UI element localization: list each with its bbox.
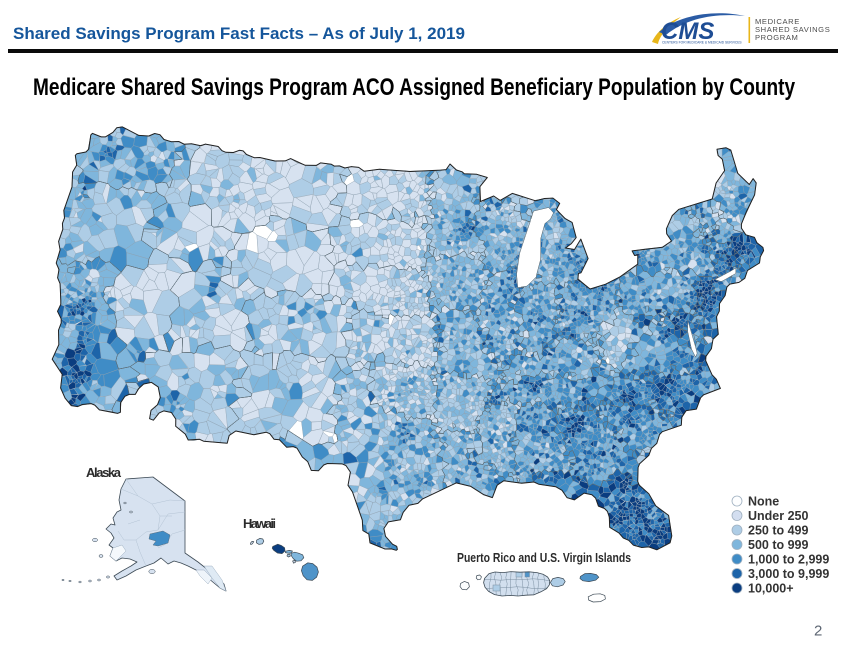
svg-text:3,000 to 9,999: 3,000 to 9,999: [748, 567, 829, 581]
svg-text:SHARED SAVINGS: SHARED SAVINGS: [755, 25, 830, 34]
svg-text:500 to 999: 500 to 999: [748, 538, 809, 552]
svg-text:250 to 499: 250 to 499: [748, 524, 809, 538]
svg-text:Hawaii: Hawaii: [243, 516, 276, 531]
svg-text:None: None: [748, 495, 779, 509]
svg-text:PROGRAM: PROGRAM: [755, 33, 798, 42]
svg-text:10,000+: 10,000+: [748, 582, 794, 596]
svg-text:MEDICARE: MEDICARE: [755, 17, 800, 26]
svg-text:CMS: CMS: [661, 18, 714, 45]
svg-text:2: 2: [814, 623, 822, 640]
svg-text:Under 250: Under 250: [748, 509, 808, 523]
svg-text:Puerto Rico and U.S. Virgin Is: Puerto Rico and U.S. Virgin Islands: [457, 550, 631, 565]
svg-text:1,000 to 2,999: 1,000 to 2,999: [748, 553, 829, 567]
svg-text:CENTERS FOR MEDICARE & MEDICAI: CENTERS FOR MEDICARE & MEDICAID SERVICES: [662, 41, 742, 45]
svg-text:Alaska: Alaska: [86, 465, 122, 480]
